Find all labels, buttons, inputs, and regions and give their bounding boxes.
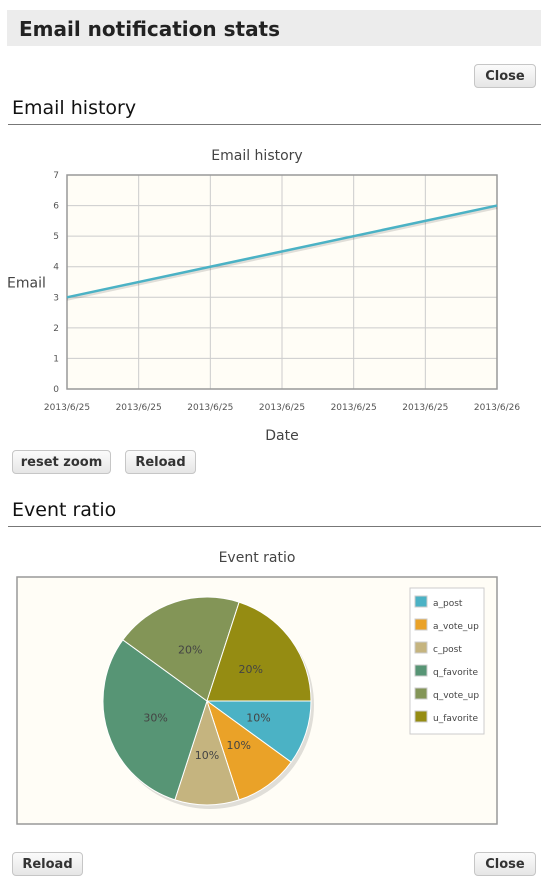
legend-swatch xyxy=(414,641,428,654)
reload-history-button[interactable]: Reload xyxy=(125,450,196,474)
ratio-chart-title: Event ratio xyxy=(218,550,296,566)
y-tick-label: 7 xyxy=(53,171,59,181)
y-tick-label: 4 xyxy=(53,263,59,273)
legend-label: c_post xyxy=(433,645,462,655)
legend-swatch xyxy=(414,687,428,700)
pie-slice-q-favorite[interactable] xyxy=(102,639,208,801)
reload-bottom-button[interactable]: Reload xyxy=(12,852,83,876)
history-chart-title: Email history xyxy=(211,148,303,164)
y-tick-label: 5 xyxy=(53,232,59,242)
legend-label: u_favorite xyxy=(433,714,478,724)
y-tick-label: 2 xyxy=(53,324,59,334)
pie-slice-label: 20% xyxy=(178,644,202,657)
pie-slice-label: 10% xyxy=(227,739,251,752)
x-axis-label: Date xyxy=(265,428,298,444)
legend-swatch xyxy=(414,618,428,631)
legend-swatch xyxy=(414,595,428,608)
close-button-top[interactable]: Close xyxy=(474,64,536,88)
pie-slice-label: 20% xyxy=(239,663,263,676)
pie-slice-q-vote-up[interactable] xyxy=(122,596,240,702)
legend-label: q_favorite xyxy=(433,668,478,678)
section-divider-ratio xyxy=(8,526,541,527)
page-title: Email notification stats xyxy=(7,10,541,46)
series-line-email[interactable] xyxy=(66,204,498,299)
plot-border xyxy=(66,174,498,390)
section-heading-history: Email history xyxy=(12,97,137,119)
section-divider-history xyxy=(8,124,541,125)
series-line-shadow xyxy=(66,206,498,301)
pie-slice-label: 10% xyxy=(246,712,270,725)
email-history-chart[interactable]: 0 1 2 3 4 5 6 7 2013/6/25 2013/6/25 2013/6/25 2013/… xyxy=(0,160,549,450)
x-tick-label: 2013/6/25 xyxy=(259,403,305,413)
x-tick-label: 2013/6/25 xyxy=(116,403,162,413)
close-button-bottom[interactable]: Close xyxy=(474,852,536,876)
y-axis-label: Email xyxy=(7,275,46,291)
x-tick-label: 2013/6/25 xyxy=(187,403,233,413)
y-tick-label: 6 xyxy=(53,202,59,212)
y-tick-label: 3 xyxy=(53,293,59,303)
x-tick-label: 2013/6/26 xyxy=(474,403,520,413)
pie-slice-label: 30% xyxy=(143,712,167,725)
x-tick-label: 2013/6/25 xyxy=(402,403,448,413)
event-ratio-chart[interactable]: 10% 10% 10% 30% 20% 20% a_post a_vote_up c_postq… xyxy=(0,570,549,835)
legend-label: a_post xyxy=(433,599,463,609)
pie-slice-label: 10% xyxy=(195,749,219,762)
pie-slice-u-favorite[interactable] xyxy=(206,601,312,702)
legend-swatch xyxy=(414,710,428,723)
y-tick-label: 0 xyxy=(53,385,59,395)
legend-label: q_vote_up xyxy=(433,691,479,701)
x-tick-label: 2013/6/25 xyxy=(44,403,90,413)
legend-swatch xyxy=(414,664,428,677)
legend-label: a_vote_up xyxy=(433,622,479,632)
x-tick-label: 2013/6/25 xyxy=(331,403,377,413)
reset-zoom-button[interactable]: reset zoom xyxy=(12,450,111,474)
legend xyxy=(409,587,485,735)
y-tick-label: 1 xyxy=(53,354,59,364)
section-heading-ratio: Event ratio xyxy=(12,499,117,521)
